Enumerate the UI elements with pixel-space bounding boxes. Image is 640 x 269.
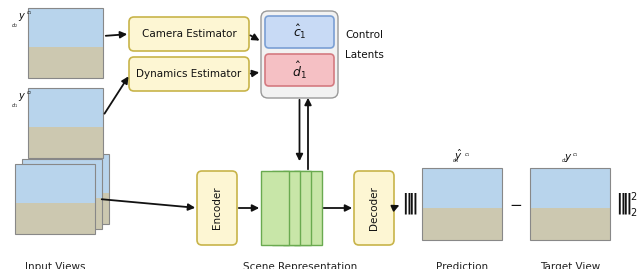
Text: $\hat{y}$: $\hat{y}$ bbox=[454, 148, 462, 164]
FancyBboxPatch shape bbox=[294, 171, 322, 245]
FancyBboxPatch shape bbox=[22, 159, 102, 197]
Text: Camera Estimator: Camera Estimator bbox=[141, 29, 236, 39]
FancyBboxPatch shape bbox=[28, 8, 103, 47]
Text: Target View: Target View bbox=[540, 262, 600, 269]
FancyBboxPatch shape bbox=[28, 88, 103, 126]
Text: Encoder: Encoder bbox=[212, 187, 222, 229]
Text: Dynamics Estimator: Dynamics Estimator bbox=[136, 69, 242, 79]
Text: ${}_{d_1}$: ${}_{d_1}$ bbox=[11, 102, 18, 111]
FancyBboxPatch shape bbox=[265, 16, 334, 48]
Text: Input Views: Input Views bbox=[25, 262, 85, 269]
FancyBboxPatch shape bbox=[261, 171, 289, 245]
FancyBboxPatch shape bbox=[197, 171, 237, 245]
Text: Scene Representation: Scene Representation bbox=[243, 262, 357, 269]
FancyBboxPatch shape bbox=[28, 126, 103, 158]
FancyBboxPatch shape bbox=[29, 154, 109, 193]
Text: Prediction: Prediction bbox=[436, 262, 488, 269]
Text: ${}_{d_1}$: ${}_{d_1}$ bbox=[561, 157, 568, 166]
FancyBboxPatch shape bbox=[265, 54, 334, 86]
Text: $y$: $y$ bbox=[18, 91, 26, 103]
FancyBboxPatch shape bbox=[261, 11, 338, 98]
FancyBboxPatch shape bbox=[530, 168, 610, 208]
Text: $y$: $y$ bbox=[18, 11, 26, 23]
FancyBboxPatch shape bbox=[422, 208, 502, 240]
Text: $\hat{d}_1$: $\hat{d}_1$ bbox=[292, 59, 307, 81]
FancyBboxPatch shape bbox=[272, 171, 300, 245]
Text: $\|$: $\|$ bbox=[621, 192, 631, 217]
Text: ${}^{c_1}$: ${}^{c_1}$ bbox=[464, 153, 470, 159]
FancyBboxPatch shape bbox=[15, 203, 95, 234]
Text: $\|$: $\|$ bbox=[401, 192, 411, 217]
Text: ${}^{c_1}$: ${}^{c_1}$ bbox=[26, 11, 33, 17]
FancyBboxPatch shape bbox=[354, 171, 394, 245]
Text: $\|$: $\|$ bbox=[615, 192, 625, 217]
Text: Control: Control bbox=[345, 30, 383, 40]
FancyBboxPatch shape bbox=[15, 164, 95, 203]
Text: ${}_{d_1}$: ${}_{d_1}$ bbox=[452, 157, 459, 166]
FancyBboxPatch shape bbox=[530, 208, 610, 240]
Text: Decoder: Decoder bbox=[369, 186, 379, 230]
FancyBboxPatch shape bbox=[22, 197, 102, 229]
Text: $\hat{c}_1$: $\hat{c}_1$ bbox=[292, 23, 307, 41]
Text: Latents: Latents bbox=[345, 50, 384, 60]
Text: $2$: $2$ bbox=[630, 206, 637, 218]
FancyBboxPatch shape bbox=[129, 17, 249, 51]
Text: $2$: $2$ bbox=[630, 190, 637, 202]
Text: $\|$: $\|$ bbox=[407, 192, 417, 217]
Text: ${}^{c_1}$: ${}^{c_1}$ bbox=[572, 153, 579, 159]
Text: ${}_{d_2}$: ${}_{d_2}$ bbox=[11, 22, 18, 31]
FancyBboxPatch shape bbox=[29, 193, 109, 224]
FancyBboxPatch shape bbox=[283, 171, 311, 245]
FancyBboxPatch shape bbox=[129, 57, 249, 91]
Text: ${}^{c_2}$: ${}^{c_2}$ bbox=[26, 91, 33, 97]
FancyBboxPatch shape bbox=[422, 168, 502, 208]
Text: $-$: $-$ bbox=[509, 196, 523, 211]
Text: $y$: $y$ bbox=[564, 152, 572, 164]
FancyBboxPatch shape bbox=[28, 47, 103, 78]
